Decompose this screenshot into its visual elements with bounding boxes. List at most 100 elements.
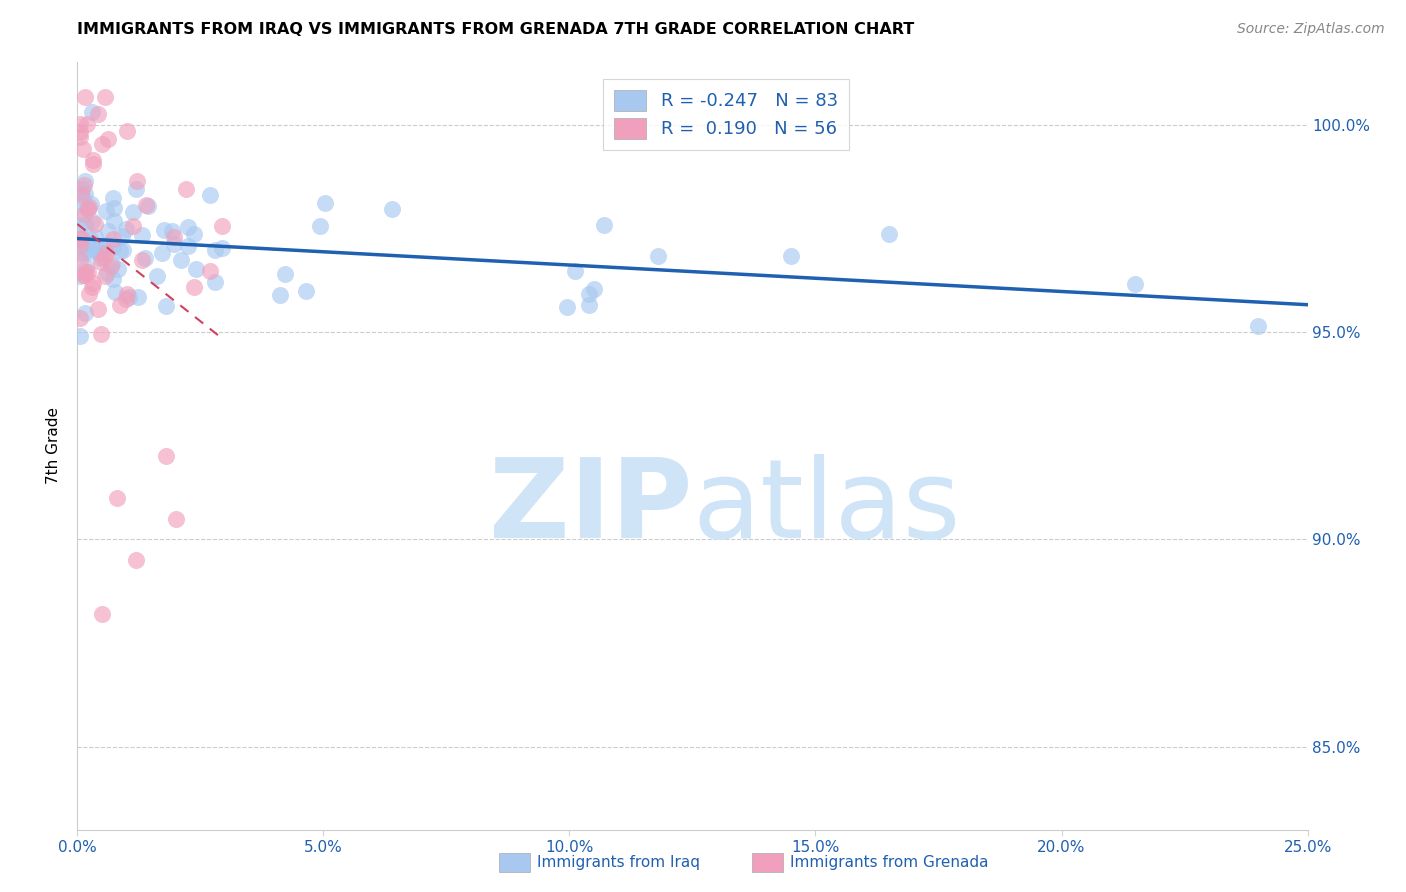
Point (80, 233, 103, 247)
Point (80, 214, 103, 228)
Point (94, 90, 117, 104)
Point (70, 231, 93, 245)
Point (103, 191, 125, 205)
Point (96, 266, 118, 280)
Point (295, 284, 318, 298)
Point (269, 288, 291, 302)
Point (309, 219, 332, 234)
Point (94, 204, 117, 219)
Point (90, 326, 112, 341)
Point (160, 224, 183, 238)
Point (72, 182, 94, 196)
Point (184, 261, 207, 276)
Point (198, 263, 221, 277)
Point (69, 245, 91, 260)
Point (135, 198, 157, 212)
Point (578, 286, 600, 301)
Point (879, 227, 901, 242)
Point (125, 181, 148, 195)
Point (105, 491, 128, 505)
Point (163, 230, 186, 244)
Point (198, 188, 221, 202)
Point (75, 260, 97, 274)
Point (75, 306, 97, 320)
Point (80, 242, 103, 256)
Point (578, 298, 600, 312)
Point (72, 191, 94, 205)
Point (76, 117, 98, 131)
Point (69, 268, 91, 283)
Point (108, 298, 131, 312)
Point (69, 232, 91, 246)
Point (114, 222, 136, 236)
Point (101, 240, 124, 254)
Legend: R = -0.247   N = 83, R =  0.190   N = 56: R = -0.247 N = 83, R = 0.190 N = 56 (603, 79, 849, 150)
Point (136, 199, 159, 213)
Point (107, 261, 129, 276)
Point (583, 282, 606, 296)
Point (170, 253, 193, 268)
Point (93, 269, 115, 284)
Point (96, 246, 118, 260)
Point (274, 267, 297, 281)
Point (211, 219, 233, 233)
Point (89, 246, 111, 260)
Point (1247, 318, 1270, 333)
Point (101, 232, 124, 246)
Point (155, 299, 177, 313)
Point (90, 252, 112, 266)
Point (100, 259, 122, 273)
Point (69, 186, 91, 200)
Point (82, 279, 104, 293)
Point (101, 257, 124, 271)
Point (96, 238, 118, 252)
Point (73, 245, 96, 260)
Point (177, 238, 200, 252)
Point (69, 188, 91, 202)
Point (73, 178, 96, 192)
Point (118, 290, 141, 304)
Point (647, 249, 669, 263)
Point (163, 236, 186, 251)
Point (121, 219, 143, 233)
Point (86, 302, 108, 317)
Point (73, 207, 96, 221)
Point (108, 244, 131, 258)
Point (131, 227, 153, 242)
Point (110, 229, 132, 244)
Point (150, 245, 173, 260)
Point (176, 182, 198, 196)
Point (111, 243, 134, 257)
Point (75, 174, 97, 188)
Point (127, 290, 149, 304)
Point (564, 264, 586, 278)
Point (155, 450, 177, 464)
Point (134, 251, 156, 265)
Point (127, 174, 149, 188)
Point (122, 205, 145, 219)
Point (204, 275, 226, 289)
Point (70, 204, 93, 219)
Point (69, 129, 91, 144)
Point (84, 238, 107, 252)
Point (82, 157, 104, 171)
Point (69, 252, 91, 267)
Point (115, 292, 138, 306)
Point (183, 227, 205, 241)
Point (69, 118, 91, 132)
Point (131, 252, 153, 267)
Point (97, 224, 120, 238)
Point (80, 104, 103, 119)
Text: Immigrants from Iraq: Immigrants from Iraq (537, 855, 700, 870)
Point (103, 213, 125, 227)
Point (69, 311, 91, 326)
Point (593, 218, 616, 232)
Point (69, 237, 91, 252)
Point (72, 268, 94, 282)
Point (183, 280, 205, 294)
Point (165, 511, 187, 525)
Point (115, 123, 138, 137)
Point (90, 607, 114, 621)
Point (83, 217, 105, 231)
Point (93, 243, 115, 257)
